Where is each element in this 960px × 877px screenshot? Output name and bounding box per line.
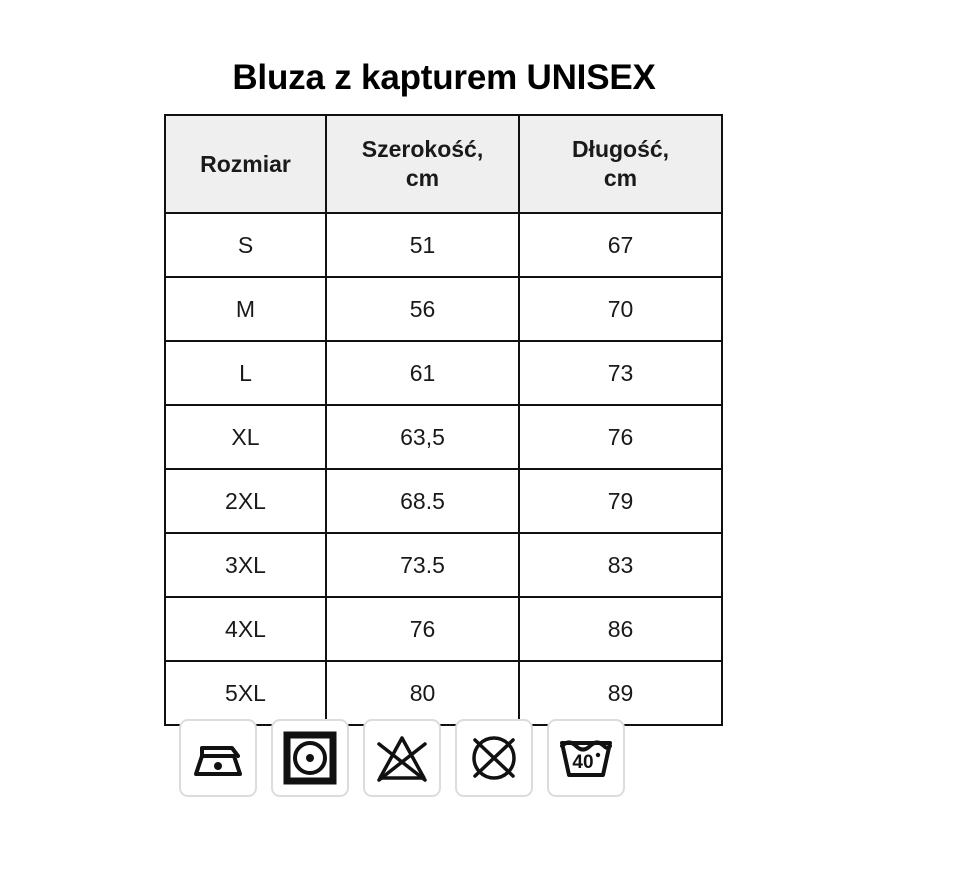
- cell-width: 80: [325, 660, 520, 726]
- do-not-bleach-icon: [375, 732, 429, 784]
- table-row: L 61 73: [164, 340, 723, 406]
- iron-low-temperature-icon: [188, 736, 248, 780]
- cell-size: S: [164, 212, 327, 278]
- column-header-width: Szerokość, cm: [325, 114, 520, 214]
- table-row: S 51 67: [164, 212, 723, 278]
- column-header-width-line1: Szerokość,: [361, 136, 484, 162]
- cell-length: 83: [518, 532, 723, 598]
- cell-size: XL: [164, 404, 327, 470]
- cell-width: 63,5: [325, 404, 520, 470]
- cell-length: 67: [518, 212, 723, 278]
- do-not-dry-clean-icon: [467, 731, 521, 785]
- table-header-row: Rozmiar Szerokość, cm Długość, cm: [164, 114, 723, 214]
- care-symbol-wash-40: 40: [547, 719, 625, 797]
- table-row: M 56 70: [164, 276, 723, 342]
- column-header-size: Rozmiar: [164, 114, 327, 214]
- cell-length: 89: [518, 660, 723, 726]
- cell-size: 3XL: [164, 532, 327, 598]
- cell-length: 70: [518, 276, 723, 342]
- cell-length: 79: [518, 468, 723, 534]
- size-chart-table: Rozmiar Szerokość, cm Długość, cm S 51 6…: [164, 114, 723, 726]
- care-symbol-do-not-bleach: [363, 719, 441, 797]
- column-header-size-line1: Rozmiar: [200, 150, 291, 177]
- cell-length: 76: [518, 404, 723, 470]
- column-header-length-line1: Długość,: [571, 136, 670, 162]
- wash-40-degrees-icon: 40: [557, 735, 615, 781]
- cell-width: 61: [325, 340, 520, 406]
- column-header-width-line2: cm: [405, 165, 440, 191]
- care-symbol-tumble-dry: [271, 719, 349, 797]
- care-symbols-row: 40: [179, 719, 625, 797]
- table-row: 4XL 76 86: [164, 596, 723, 662]
- cell-size: 2XL: [164, 468, 327, 534]
- page-title: Bluza z kapturem UNISEX: [232, 58, 656, 97]
- cell-width: 56: [325, 276, 520, 342]
- cell-size: L: [164, 340, 327, 406]
- cell-size: 4XL: [164, 596, 327, 662]
- wash-temperature-value: 40: [572, 752, 593, 773]
- care-symbol-do-not-dry-clean: [455, 719, 533, 797]
- tumble-dry-low-heat-icon: [283, 731, 337, 785]
- table-row: 2XL 68.5 79: [164, 468, 723, 534]
- cell-length: 86: [518, 596, 723, 662]
- cell-width: 68.5: [325, 468, 520, 534]
- column-header-length-line2: cm: [603, 165, 638, 191]
- table-row: 5XL 80 89: [164, 660, 723, 726]
- care-symbol-iron: [179, 719, 257, 797]
- column-header-length: Długość, cm: [518, 114, 723, 214]
- table-row: 3XL 73.5 83: [164, 532, 723, 598]
- cell-size: 5XL: [164, 660, 327, 726]
- cell-width: 51: [325, 212, 520, 278]
- cell-size: M: [164, 276, 327, 342]
- cell-width: 76: [325, 596, 520, 662]
- cell-width: 73.5: [325, 532, 520, 598]
- table-row: XL 63,5 76: [164, 404, 723, 470]
- cell-length: 73: [518, 340, 723, 406]
